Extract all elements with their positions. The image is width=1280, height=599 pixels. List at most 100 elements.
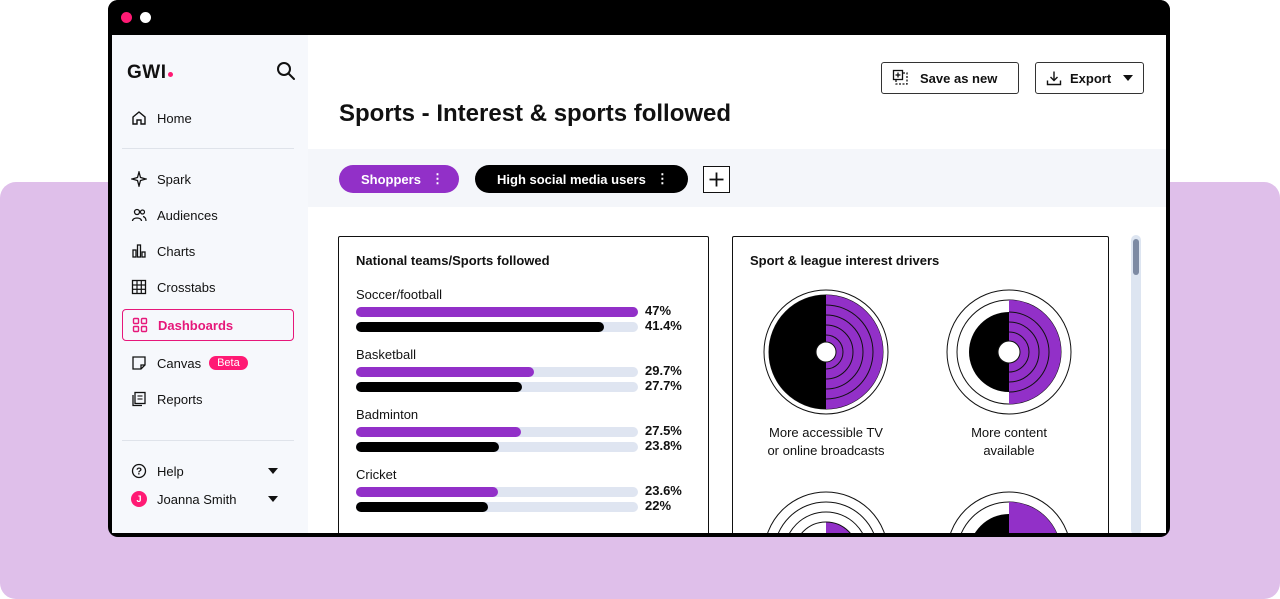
bar-shoppers — [356, 367, 535, 377]
scrollbar[interactable] — [1131, 235, 1141, 533]
bar-shoppers — [356, 307, 638, 317]
sidebar-item-label: Help — [157, 463, 184, 479]
sidebar-item-label: Spark — [157, 171, 191, 187]
bar-label: Soccer/football — [356, 287, 442, 302]
bar-social-media-users — [356, 442, 499, 452]
bar-row: Cricket 23.6% 22% — [356, 467, 696, 525]
bar-social-media-users — [356, 502, 488, 512]
bar-value-label: 23.8% — [645, 438, 682, 453]
radial-chart-partial — [767, 491, 885, 533]
sparkle-icon — [130, 170, 148, 188]
driver-label: More content available — [971, 425, 1047, 458]
bar-track — [356, 427, 638, 437]
card-interest-drivers: Sport & league interest drivers More acc… — [732, 236, 1109, 533]
sidebar-item-reports[interactable]: Reports — [122, 384, 294, 414]
export-label: Export — [1070, 70, 1112, 86]
main-panel: Save as new Export Sports - Interest & s… — [308, 35, 1166, 533]
sidebar-item-label: Charts — [157, 243, 196, 259]
plus-icon — [708, 171, 725, 188]
help-icon: ? — [130, 462, 148, 480]
chevron-down-icon[interactable] — [268, 468, 278, 474]
chip-label: Shoppers — [361, 171, 421, 187]
scrollbar-thumb[interactable] — [1133, 239, 1139, 275]
bar-track — [356, 307, 638, 317]
app-content: GWI Home Spark Audiences Charts — [112, 35, 1166, 533]
canvas-icon — [130, 354, 148, 372]
user-menu[interactable]: J Joanna Smith — [122, 484, 294, 514]
bar-shoppers — [356, 487, 498, 497]
bar-chart-icon — [130, 242, 148, 260]
sidebar-item-label: Home — [157, 110, 192, 126]
radial-chart — [763, 289, 889, 415]
sidebar-item-canvas[interactable]: Canvas Beta — [122, 348, 294, 378]
card-sports-followed: National teams/Sports followed Soccer/fo… — [338, 236, 709, 533]
driver-label: More accessible TV or online broadcasts — [767, 425, 885, 458]
bar-label: Basketball — [356, 347, 416, 362]
audience-chip-social-media[interactable]: High social media users ⋮ — [475, 165, 688, 193]
sidebar-divider — [122, 440, 294, 441]
radial-chart-partial — [950, 491, 1068, 533]
chevron-down-icon[interactable] — [268, 496, 278, 502]
sidebar-item-label: Canvas — [157, 355, 202, 371]
bar-social-media-users — [356, 322, 605, 332]
save-as-new-label: Save as new — [920, 70, 998, 86]
dashboard-icon — [131, 316, 149, 334]
sidebar-item-audiences[interactable]: Audiences — [122, 200, 294, 230]
bar-social-media-users — [356, 382, 523, 392]
beta-badge: Beta — [209, 356, 248, 370]
avatar: J — [131, 491, 147, 507]
title-bar — [108, 0, 1170, 35]
driver-more-content: More content available — [924, 289, 1094, 460]
bar-value-label: 27.5% — [645, 423, 682, 438]
users-icon — [130, 206, 148, 224]
bar-label: Badminton — [356, 407, 419, 422]
sidebar-item-crosstabs[interactable]: Crosstabs — [122, 272, 294, 302]
window-minimize-dot[interactable] — [140, 12, 151, 23]
home-icon — [130, 109, 148, 127]
bar-track — [356, 382, 638, 392]
sidebar-item-spark[interactable]: Spark — [122, 164, 294, 194]
sidebar-item-label: Reports — [157, 391, 203, 407]
bar-shoppers — [356, 427, 521, 437]
more-options-icon[interactable]: ⋮ — [655, 171, 669, 186]
bar-value-label: 22% — [645, 498, 672, 513]
export-button[interactable]: Export — [1035, 62, 1144, 94]
bar-row: Soccer/football 47% 41.4% — [356, 287, 696, 345]
sidebar-item-help[interactable]: ? Help — [122, 456, 294, 486]
bar-value-label: 23.6% — [645, 483, 682, 498]
radial-chart — [946, 289, 1072, 415]
bar-track — [356, 487, 638, 497]
sidebar-item-home[interactable]: Home — [122, 103, 294, 133]
bar-row: Basketball 29.7% 27.7% — [356, 347, 696, 405]
bar-track — [356, 322, 638, 332]
app-window: GWI Home Spark Audiences Charts — [108, 0, 1170, 537]
window-close-dot[interactable] — [121, 12, 132, 23]
chip-label: High social media users — [497, 171, 646, 187]
more-options-icon[interactable]: ⋮ — [430, 171, 444, 186]
sidebar-item-label: Crosstabs — [157, 279, 216, 295]
save-copy-icon — [892, 69, 910, 87]
bar-row: Badminton 27.5% 23.8% — [356, 407, 696, 465]
table-icon — [130, 278, 148, 296]
card-title: Sport & league interest drivers — [750, 253, 940, 268]
bar-label: Cricket — [356, 467, 397, 482]
svg-text:?: ? — [136, 467, 142, 478]
bar-track — [356, 367, 638, 377]
driver-accessible-tv: More accessible TV or online broadcasts — [741, 289, 911, 460]
user-name: Joanna Smith — [157, 491, 237, 507]
bar-value-label: 27.7% — [645, 378, 682, 393]
search-icon[interactable] — [275, 60, 297, 82]
filter-bar: Shoppers ⋮ High social media users ⋮ — [308, 149, 1166, 207]
add-audience-button[interactable] — [703, 166, 730, 193]
sidebar-item-dashboards[interactable]: Dashboards — [122, 309, 294, 341]
save-as-new-button[interactable]: Save as new — [881, 62, 1019, 94]
sidebar-divider — [122, 148, 294, 149]
audience-chip-shoppers[interactable]: Shoppers ⋮ — [339, 165, 459, 193]
bar-value-label: 47% — [645, 303, 672, 318]
reports-icon — [130, 390, 148, 408]
sidebar-item-charts[interactable]: Charts — [122, 236, 294, 266]
card-title: National teams/Sports followed — [356, 253, 550, 268]
chevron-down-icon — [1123, 75, 1134, 81]
gwi-logo[interactable]: GWI — [127, 62, 173, 84]
bar-value-label: 29.7% — [645, 363, 682, 378]
